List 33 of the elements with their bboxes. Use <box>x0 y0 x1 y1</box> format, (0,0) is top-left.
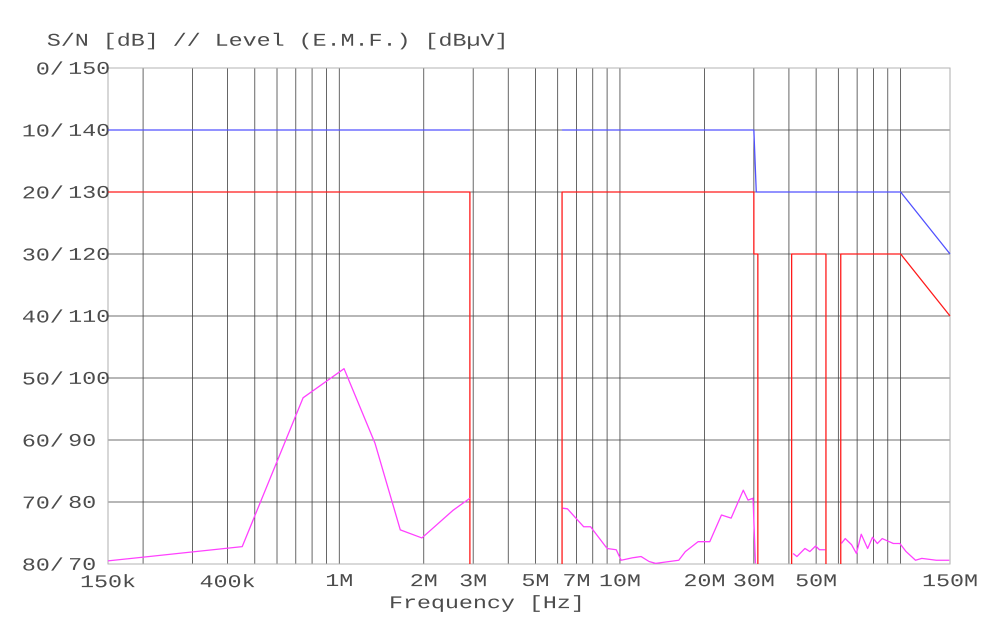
y2-tick-label: 0/ <box>37 61 63 75</box>
y-tick-label: 70 <box>70 558 95 570</box>
y2-tick-label: 10/ <box>24 123 63 137</box>
y2-tick-label: 60/ <box>24 433 63 447</box>
x-tick-label: 150k <box>82 574 135 588</box>
y2-tick-label: 50/ <box>23 371 63 385</box>
y2-tick-label: 80/ <box>23 557 63 571</box>
y2-tick-label: 20/ <box>24 185 63 199</box>
x-tick-label: 5M <box>522 574 548 586</box>
y-tick-label: 130 <box>70 186 109 198</box>
y2-tick-label: 30/ <box>23 247 63 261</box>
y-tick-label: 120 <box>70 248 109 260</box>
x-tick-label: 20M <box>685 574 724 586</box>
x-tick-label: 50M <box>796 574 836 586</box>
y2-tick-label: 40/ <box>23 309 63 323</box>
y-tick-label: 80 <box>70 496 95 508</box>
x-tick-label: 10M <box>600 574 640 586</box>
y-tick-label: 140 <box>70 124 109 136</box>
y-tick-label: 110 <box>70 310 109 322</box>
x-axis-title: Frequency [Hz] <box>391 595 580 612</box>
y2-tick-label: 70/ <box>24 495 63 509</box>
line-series <box>792 545 826 558</box>
x-tick-label: 2M <box>411 574 436 586</box>
x-tick-label: 400k <box>200 574 254 588</box>
y-tick-label: 150 <box>70 62 109 74</box>
y-tick-label: 90 <box>70 434 95 446</box>
x-tick-label: 3M <box>460 574 486 586</box>
y-tick-label: 100 <box>70 372 109 384</box>
x-tick-label: 1M <box>326 574 352 586</box>
y-axis-title: S/N [dB] // Level (E.M.F.) [dBµV] <box>48 32 504 50</box>
x-tick-label: 7M <box>564 574 589 586</box>
x-tick-label: 30M <box>734 574 774 586</box>
x-tick-label: 150M <box>924 574 977 586</box>
